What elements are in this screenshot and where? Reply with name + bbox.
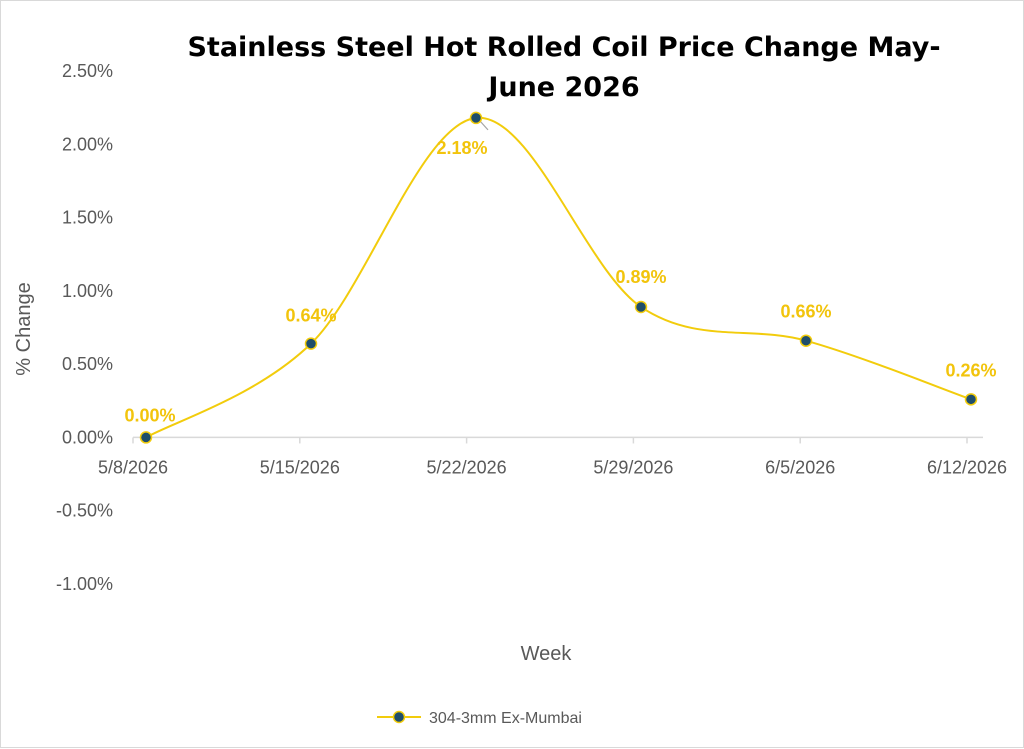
y-tick-label: -0.50% [56,501,113,521]
series-line [145,116,972,439]
y-tick-label: -1.00% [56,574,113,594]
data-label: 2.18% [436,138,487,158]
y-axis-title: % Change [13,282,35,375]
y-tick-label: 0.50% [62,354,113,374]
y-tick-label: 2.00% [62,134,113,154]
legend: 304-3mm Ex-Mumbai [377,710,582,727]
series-layer: 0.00% 0.64% 2.18% 0.89% 0.66% 0.26% [124,111,997,444]
data-label: 0.00% [124,405,175,425]
legend-label: 304-3mm Ex-Mumbai [429,710,582,727]
x-tick-label: 5/29/2026 [593,457,673,477]
data-label: 0.89% [615,267,666,287]
data-point [799,334,813,347]
x-tick-label: 5/15/2026 [260,457,340,477]
y-tick-label: 2.50% [62,61,113,81]
y-tick-label: 1.00% [62,281,113,301]
y-tick-label: 1.50% [62,208,113,228]
data-point [304,337,318,350]
x-axis-title: Week [521,643,573,665]
x-tick-label: 6/5/2026 [765,457,835,477]
x-tick-label: 5/22/2026 [427,457,507,477]
x-tick-label: 6/12/2026 [927,457,1007,477]
data-label: 0.26% [945,360,996,380]
data-label: 0.66% [780,302,831,322]
x-tick-label: 5/8/2026 [98,457,168,477]
data-point [469,111,483,125]
x-axis [132,436,983,444]
legend-marker-swatch [392,710,406,724]
chart-title-line-1: Stainless Steel Hot Rolled Coil Price Ch… [187,32,940,63]
data-point [964,393,978,406]
data-point [634,300,648,314]
y-tick-label: 0.00% [62,427,113,447]
chart-title-line-2: June 2026 [486,72,639,103]
data-label: 0.64% [285,306,336,326]
data-point [139,431,153,444]
x-axis-ticks: 5/8/2026 5/15/2026 5/22/2026 5/29/2026 6/5/2… [98,457,1007,477]
y-axis-ticks: 2.50% 2.00% 1.50% 1.00% 0.50% 0.00% -0.50% -1.0… [56,61,113,594]
